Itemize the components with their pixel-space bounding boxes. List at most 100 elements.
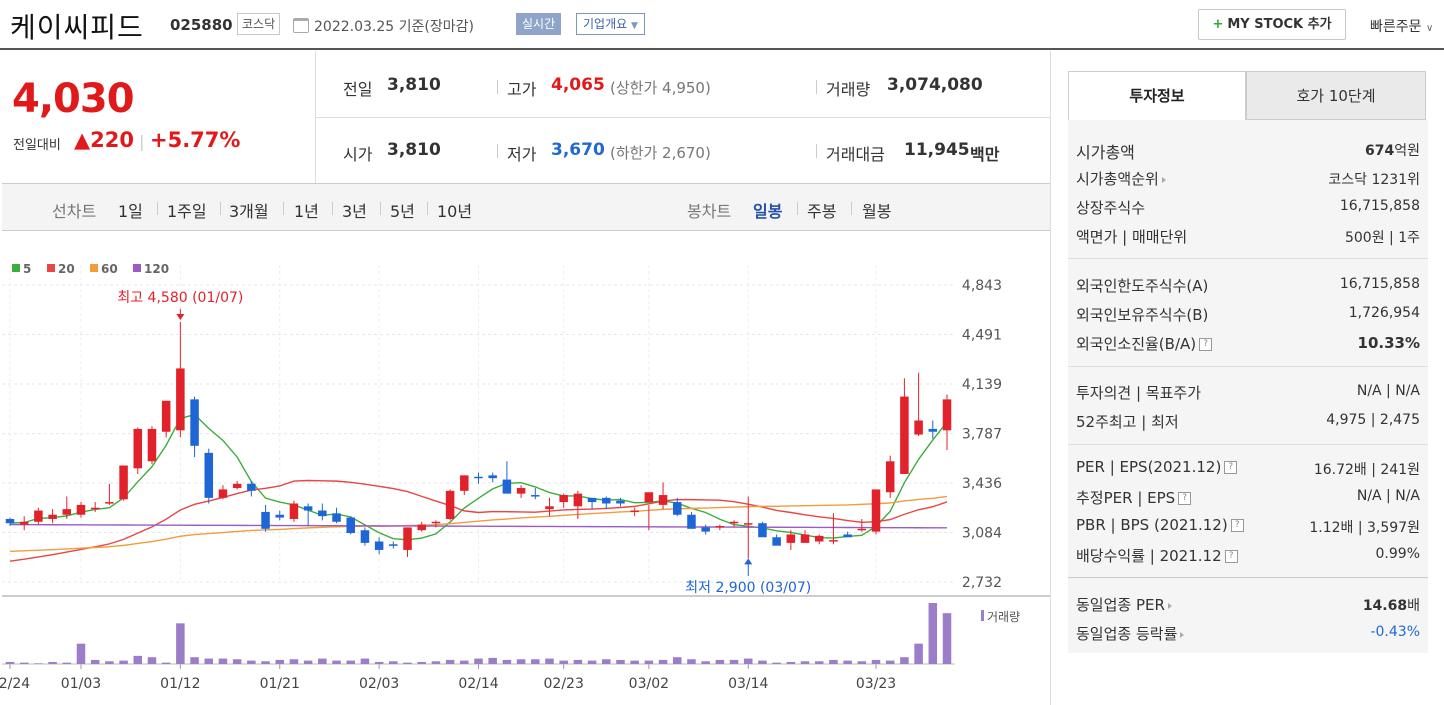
rank-row: 시가총액순위 코스닥 1231위 bbox=[1076, 166, 1420, 190]
period-10y[interactable]: 10년 bbox=[437, 202, 473, 221]
foreign-limit-label: 외국인한도주식수(A) bbox=[1076, 277, 1209, 295]
volume-bar bbox=[303, 660, 313, 664]
candle-body bbox=[19, 521, 29, 525]
volume-bar bbox=[431, 661, 441, 664]
candle-body bbox=[34, 510, 43, 522]
volume-bar bbox=[445, 659, 455, 664]
help-icon[interactable]: ? bbox=[1230, 519, 1244, 532]
candle-body bbox=[5, 518, 15, 524]
candle-body bbox=[90, 507, 100, 510]
y-tick-label: 4,139 bbox=[962, 377, 1002, 393]
candle-monthly[interactable]: 월봉 bbox=[862, 202, 892, 221]
foreign-limit-value: 16,715,858 bbox=[1339, 276, 1420, 292]
y-tick-label: 4,843 bbox=[962, 278, 1002, 294]
max-arrowhead bbox=[176, 314, 185, 321]
divider bbox=[497, 80, 498, 94]
candle-body bbox=[204, 452, 214, 498]
w52-row: 52주최고 | 최저 4,975 | 2,475 bbox=[1076, 409, 1420, 433]
est-per-row: 추정PER | EPS? N/A | N/A bbox=[1076, 485, 1420, 509]
candle-body bbox=[800, 534, 810, 543]
realtime-button[interactable]: 실시간 bbox=[516, 13, 562, 35]
candle-body bbox=[218, 489, 228, 498]
legend-label: 20 bbox=[58, 262, 75, 276]
pbr-value: 1.12배 | 3,597원 bbox=[1309, 520, 1420, 536]
candle-body bbox=[374, 541, 384, 550]
period-3m[interactable]: 3개월 bbox=[229, 202, 269, 221]
volume-bar bbox=[814, 661, 824, 664]
min-arrowhead bbox=[744, 558, 753, 565]
volume-bar bbox=[658, 659, 668, 664]
volume-bar bbox=[119, 660, 128, 664]
foreign-hold-value: 1,726,954 bbox=[1348, 305, 1420, 321]
candle-weekly[interactable]: 주봉 bbox=[807, 202, 837, 221]
legend-swatch bbox=[47, 264, 55, 272]
period-5y[interactable]: 5년 bbox=[390, 202, 415, 221]
prev-close-label: 전일 bbox=[343, 80, 373, 99]
period-1y[interactable]: 1년 bbox=[294, 202, 319, 221]
foreign-rate-row: 외국인소진율(B/A)? 10.33% bbox=[1076, 331, 1420, 355]
sector-per-value: 14.68배 bbox=[1363, 595, 1420, 615]
candle-body bbox=[360, 530, 370, 543]
help-icon[interactable]: ? bbox=[1224, 550, 1238, 563]
min-annotation: 최저 2,900 (03/07) bbox=[685, 580, 811, 596]
change-label: 전일대비 bbox=[13, 138, 61, 153]
candle-body bbox=[587, 497, 597, 503]
candle-body bbox=[786, 534, 796, 543]
sector-per-label[interactable]: 동일업종 PER bbox=[1076, 594, 1172, 615]
tab-quote-10[interactable]: 호가 10단계 bbox=[1246, 71, 1426, 120]
change-percent: +5.77% bbox=[150, 128, 241, 152]
period-3y[interactable]: 3년 bbox=[342, 202, 367, 221]
volume-bar bbox=[90, 659, 100, 664]
change-amount: 220 bbox=[90, 128, 134, 152]
candle-body bbox=[346, 517, 355, 534]
add-mystock-button[interactable]: + MY STOCK 추가 bbox=[1198, 9, 1346, 40]
per-label-text: PER | EPS(2021.12) bbox=[1076, 458, 1222, 476]
help-icon[interactable]: ? bbox=[1178, 492, 1192, 505]
price-date: 2022.03.25 기준(장마감) bbox=[314, 19, 474, 35]
volume-bar bbox=[871, 659, 881, 664]
y-tick-label: 3,787 bbox=[962, 427, 1002, 443]
candle-body bbox=[814, 535, 824, 542]
volume-bar bbox=[672, 657, 682, 664]
y-tick-label: 3,436 bbox=[962, 476, 1002, 492]
candle-daily[interactable]: 일봉 bbox=[753, 202, 783, 221]
divider bbox=[157, 202, 158, 215]
shares-value: 16,715,858 bbox=[1339, 198, 1420, 214]
candle-body bbox=[829, 540, 838, 542]
candle-body bbox=[62, 509, 72, 515]
volume-bar bbox=[587, 660, 597, 664]
high-label: 고가 bbox=[507, 80, 537, 99]
rank-label[interactable]: 시가총액순위 bbox=[1076, 168, 1166, 189]
amount-value: 11,945 bbox=[904, 140, 970, 160]
volume-bar bbox=[374, 661, 384, 664]
period-1d[interactable]: 1일 bbox=[118, 202, 143, 221]
per-value: 16.72배 | 241원 bbox=[1313, 462, 1420, 478]
tab-investment-info[interactable]: 투자정보 bbox=[1068, 71, 1246, 120]
stock-code: 025880 bbox=[170, 16, 233, 34]
company-info-dropdown[interactable]: 기업개요 ▼ bbox=[576, 13, 645, 35]
sector-change-label[interactable]: 동일업종 등락률 bbox=[1076, 623, 1185, 644]
volume-bar bbox=[800, 661, 810, 664]
quick-order-link[interactable]: 빠른주문 ∨ bbox=[1370, 16, 1433, 36]
up-triangle-icon: ▲ bbox=[74, 128, 91, 152]
candle-body bbox=[701, 527, 710, 532]
foreign-hold-row: 외국인보유주식수(B) 1,726,954 bbox=[1076, 302, 1420, 326]
x-tick-label: 01/12 bbox=[160, 676, 200, 692]
candle-body bbox=[857, 528, 867, 531]
period-1w[interactable]: 1주일 bbox=[167, 202, 207, 221]
candle-body bbox=[176, 368, 185, 431]
rank-label-text: 시가총액순위 bbox=[1076, 170, 1159, 188]
calendar-icon bbox=[293, 18, 309, 33]
candle-body bbox=[658, 495, 668, 505]
candle-body bbox=[431, 521, 441, 524]
x-tick-label: 03/02 bbox=[629, 676, 669, 692]
candle-body bbox=[403, 527, 412, 550]
help-icon[interactable]: ? bbox=[1224, 461, 1238, 474]
divider bbox=[1068, 577, 1428, 578]
legend-label: 120 bbox=[144, 262, 169, 276]
candle-body bbox=[332, 513, 341, 522]
help-icon[interactable]: ? bbox=[1199, 338, 1213, 351]
foreign-rate-value: 10.33% bbox=[1357, 334, 1420, 352]
legend-label: 60 bbox=[101, 262, 118, 276]
candle-body bbox=[48, 514, 57, 519]
